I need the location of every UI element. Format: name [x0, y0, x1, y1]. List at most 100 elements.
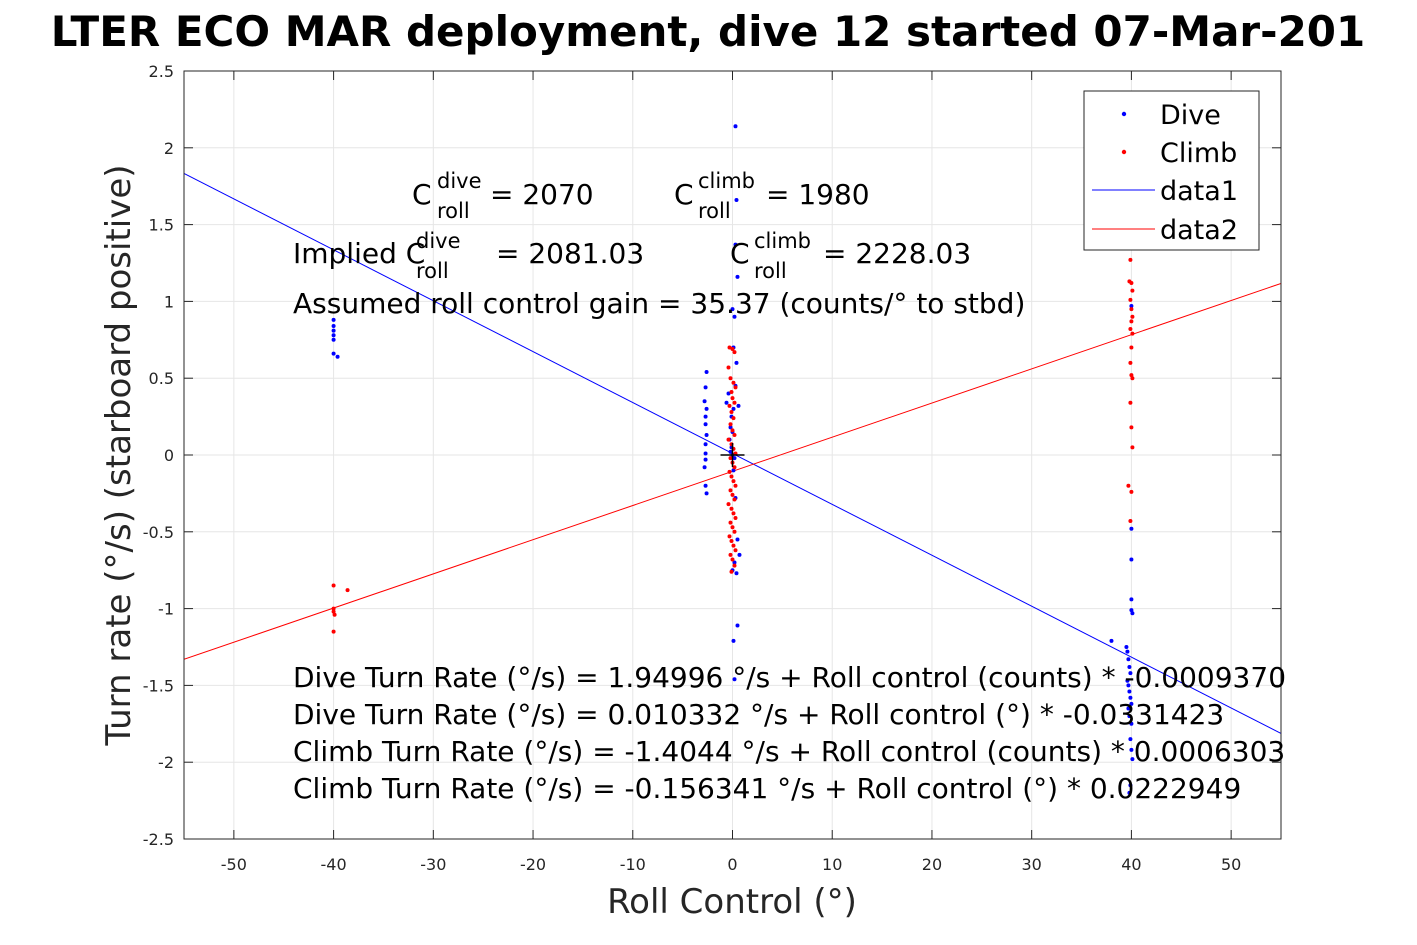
dive-point — [1129, 597, 1134, 602]
climb-point — [1128, 400, 1133, 405]
climb-point — [1128, 257, 1133, 262]
climb-point — [331, 629, 336, 634]
axis-ticks: -50 -40 -30 -20 -10 0 10 20 30 40 50 2.5 2 1.5 1 0.5 0 -0… — [143, 62, 1281, 874]
dive-point — [734, 360, 739, 365]
climb-point — [731, 380, 736, 385]
dive-point — [731, 638, 736, 643]
x-tick-label: -40 — [321, 855, 347, 874]
dive-point — [732, 456, 737, 461]
dive-point — [1129, 304, 1134, 309]
climb-point — [729, 506, 734, 511]
x-tick-label: 10 — [822, 855, 842, 874]
climb-point — [733, 548, 738, 553]
climb-point — [331, 583, 336, 588]
dive-point — [1127, 664, 1132, 669]
climb-point — [1130, 314, 1135, 319]
climb-point — [730, 557, 735, 562]
dive-point — [1129, 747, 1134, 752]
climb-point — [732, 350, 737, 355]
dive-point — [1127, 714, 1132, 719]
dive-equation-counts: Dive Turn Rate (°/s) = 1.94996 °/s + Rol… — [293, 661, 1286, 694]
climb-point — [729, 409, 734, 414]
x-tick-label: 50 — [1221, 855, 1241, 874]
climb-point — [728, 552, 733, 557]
climb-point — [732, 563, 737, 568]
climb-point — [1129, 307, 1134, 312]
y-tick-label: -1.5 — [143, 676, 174, 695]
legend-box — [1083, 90, 1260, 251]
climb-point — [726, 365, 731, 370]
dive-point — [1128, 737, 1133, 742]
climb-point — [727, 403, 732, 408]
climb-point — [733, 483, 738, 488]
c-roll-dive-sub: roll — [437, 199, 470, 223]
climb-point — [1129, 373, 1134, 378]
chart-title: LTER ECO MAR deployment, dive 12 started… — [51, 7, 1366, 56]
dive-point — [724, 400, 729, 405]
dive-point — [733, 242, 738, 247]
climb-point — [331, 609, 336, 614]
c-roll-climb-annotation: C climb roll = 1980 — [674, 162, 870, 225]
origin-marker — [720, 443, 745, 467]
climb-point — [726, 437, 731, 442]
climb-point — [732, 433, 737, 438]
c-roll-climb-value: = 1980 — [766, 178, 870, 211]
dive-point — [331, 337, 336, 342]
dive-point — [703, 442, 708, 447]
climb-point — [729, 539, 734, 544]
climb-point — [729, 569, 734, 574]
y-tick-label: 0 — [164, 446, 174, 465]
x-tick-label: -30 — [420, 855, 446, 874]
dive-point — [736, 403, 741, 408]
dive-point — [731, 468, 736, 473]
climb-point — [731, 511, 736, 516]
climb-point — [727, 469, 732, 474]
climb-point — [1128, 360, 1133, 365]
x-axis-label: Roll Control (°) — [607, 882, 857, 922]
dive-point — [335, 354, 340, 359]
dive-point — [331, 317, 336, 322]
dive-point — [734, 198, 739, 203]
climb-point — [1130, 376, 1135, 381]
climb-point — [1129, 489, 1134, 494]
legend-climb-marker — [1121, 149, 1127, 155]
data-points — [331, 124, 1135, 795]
legend-data1-label: data1 — [1160, 176, 1238, 207]
climb-point — [332, 612, 337, 617]
dive-point — [702, 399, 707, 404]
dive-point — [1130, 611, 1135, 616]
dive-point — [704, 406, 709, 411]
dive-point — [726, 391, 731, 396]
x-tick-label: 40 — [1121, 855, 1141, 874]
x-tick-label: -10 — [620, 855, 646, 874]
climb-point — [726, 502, 731, 507]
y-tick-label: -0.5 — [143, 523, 174, 542]
dive-point — [703, 483, 708, 488]
climb-point — [730, 347, 735, 352]
climb-point — [730, 492, 735, 497]
implied-dive-sup: dive — [416, 229, 461, 253]
c-roll-dive-sup: dive — [437, 169, 482, 193]
c-roll-climb-sup: climb — [698, 169, 755, 193]
x-tick-label: -50 — [221, 855, 247, 874]
climb-point — [728, 376, 733, 381]
roll-gain-annotation: Assumed roll control gain = 35.37 (count… — [293, 287, 1025, 320]
dive-point — [1109, 638, 1114, 643]
c-roll-dive-annotation: C dive roll = 2070 — [412, 162, 594, 225]
implied-climb-value: = 2228.03 — [823, 237, 971, 270]
climb-point — [1129, 319, 1134, 324]
y-tick-label: -2.5 — [143, 830, 174, 849]
legend-climb-label: Climb — [1160, 138, 1237, 169]
dive-point — [1128, 671, 1133, 676]
dive-point — [704, 370, 709, 375]
legend: Dive Climb data1 data2 — [1083, 90, 1260, 251]
climb-point — [345, 588, 350, 593]
climb-point — [331, 606, 336, 611]
y-tick-label: -1 — [158, 600, 174, 619]
dive-point — [704, 433, 709, 438]
dive-point — [1129, 557, 1134, 562]
climb-point — [1128, 327, 1133, 332]
dive-point — [732, 677, 737, 682]
legend-dive-label: Dive — [1160, 100, 1221, 131]
dive-point — [703, 422, 708, 427]
